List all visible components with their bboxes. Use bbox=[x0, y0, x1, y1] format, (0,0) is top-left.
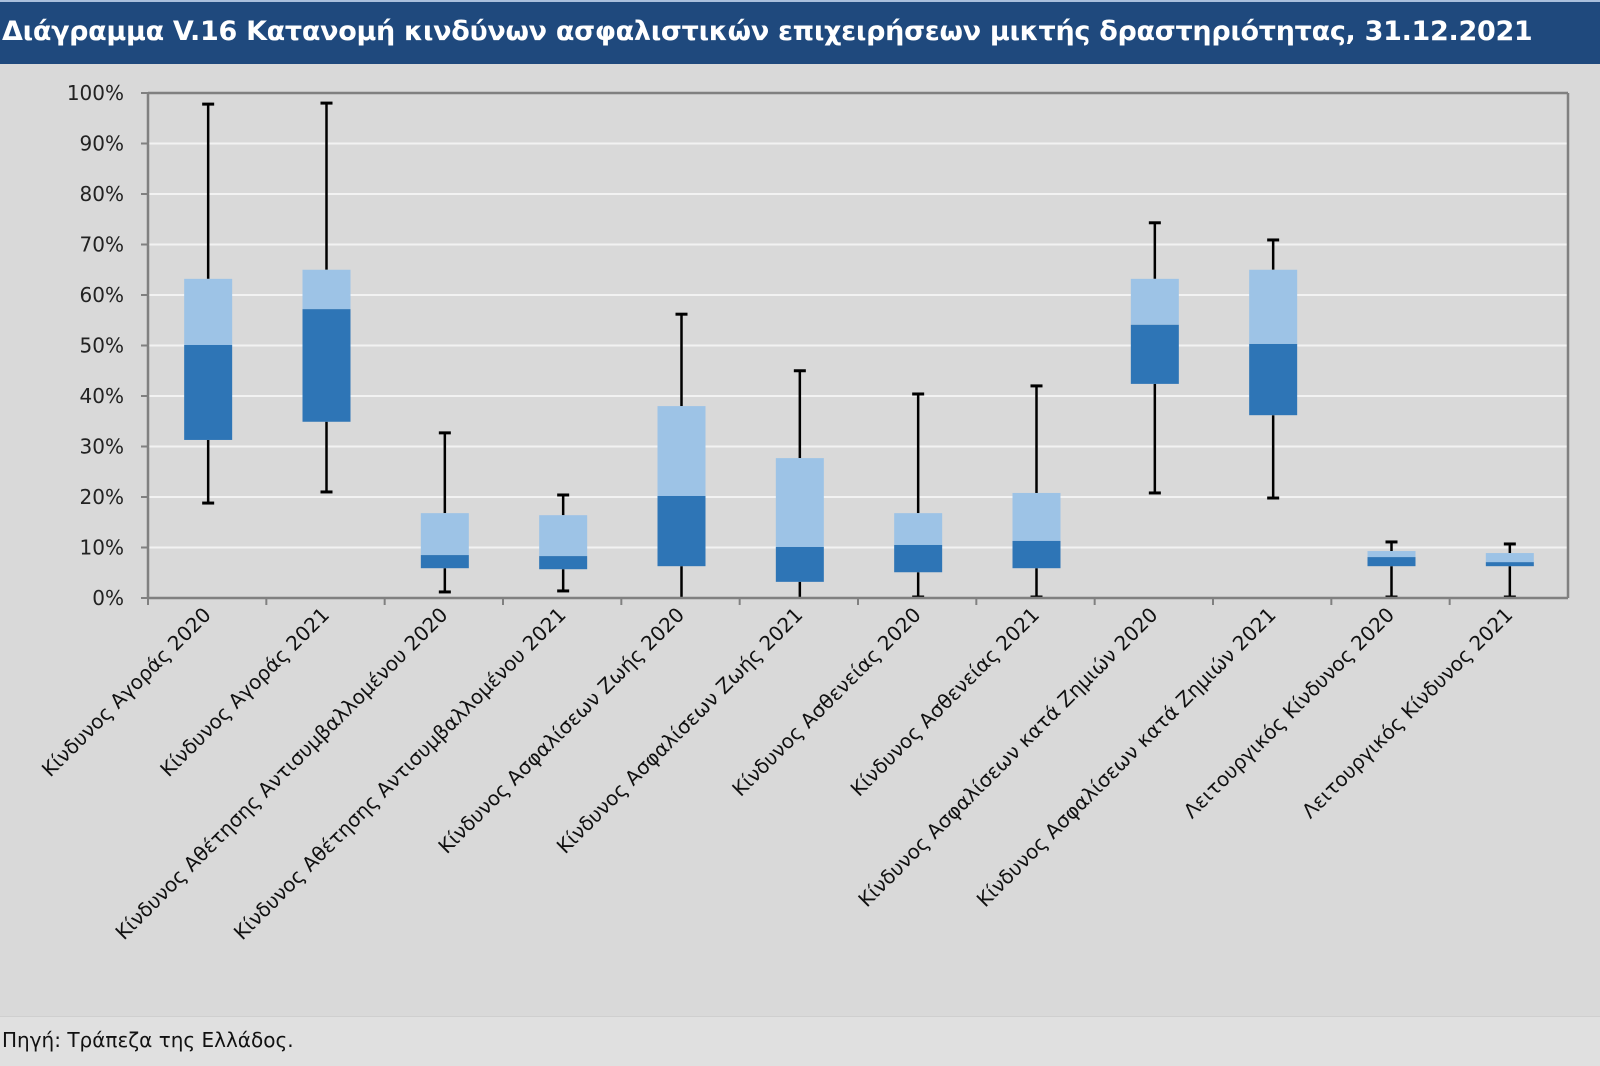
x-tick-label: Λειτουργικός Κίνδυνος 2020 bbox=[1179, 603, 1399, 823]
upper-quartile-box bbox=[1012, 492, 1061, 541]
lower-quartile-box bbox=[1367, 557, 1416, 567]
box-2 bbox=[302, 101, 351, 494]
boxplot-chart: 0% 10% 20% 30% 40% 50% 60% 70% 80% 90% 100% Κίνδυν… bbox=[37, 81, 1570, 944]
x-tick-label: Λειτουργικός Κίνδυνος 2021 bbox=[1297, 603, 1517, 823]
box-8 bbox=[1012, 384, 1061, 599]
lower-quartile-box bbox=[1249, 343, 1298, 416]
y-tick-label: 100% bbox=[67, 81, 124, 105]
x-tick-label: Κίνδυνος Ασθενείας 2021 bbox=[846, 603, 1044, 801]
y-tick-label: 30% bbox=[80, 435, 124, 459]
y-tick-label: 10% bbox=[80, 536, 124, 560]
box-series bbox=[184, 101, 1534, 599]
upper-quartile-box bbox=[1249, 269, 1298, 344]
lower-quartile-box bbox=[539, 556, 588, 570]
x-tick-label: Κίνδυνος Ασθενείας 2020 bbox=[727, 603, 925, 801]
source-note: Πηγή: Τράπεζα της Ελλάδος. bbox=[2, 1028, 294, 1052]
box-6 bbox=[775, 369, 824, 598]
chart-area: 0% 10% 20% 30% 40% 50% 60% 70% 80% 90% 100% Κίνδυν… bbox=[0, 64, 1600, 1016]
y-tick-label: 60% bbox=[80, 283, 124, 307]
lower-quartile-box bbox=[1485, 562, 1534, 567]
source-bar: Πηγή: Τράπεζα της Ελλάδος. bbox=[0, 1016, 1600, 1066]
box-5 bbox=[657, 312, 706, 598]
upper-quartile-box bbox=[775, 458, 824, 547]
box-3 bbox=[420, 431, 469, 594]
title-bar: Διάγραμμα V.16 Κατανομή κινδύνων ασφαλισ… bbox=[0, 0, 1600, 64]
upper-quartile-box bbox=[657, 406, 706, 496]
box-12 bbox=[1485, 542, 1534, 599]
y-tick-label: 40% bbox=[80, 384, 124, 408]
upper-quartile-box bbox=[894, 513, 943, 545]
upper-quartile-box bbox=[184, 278, 233, 345]
upper-quartile-box bbox=[539, 515, 588, 557]
upper-quartile-box bbox=[420, 513, 469, 556]
lower-quartile-box bbox=[420, 555, 469, 569]
y-tick-label: 20% bbox=[80, 485, 124, 509]
y-tick-label: 70% bbox=[80, 233, 124, 257]
gridlines bbox=[148, 142, 1568, 549]
box-10 bbox=[1249, 238, 1298, 500]
y-tick-label: 0% bbox=[92, 586, 124, 610]
lower-quartile-box bbox=[894, 544, 943, 573]
lower-quartile-box bbox=[657, 495, 706, 567]
x-tick-label: Κίνδυνος Ασφαλίσεων Ζωής 2020 bbox=[433, 603, 689, 859]
upper-quartile-box bbox=[302, 269, 351, 310]
upper-quartile-box bbox=[1485, 553, 1534, 563]
box-9 bbox=[1130, 221, 1179, 495]
y-tick-label: 80% bbox=[80, 182, 124, 206]
y-tick-label: 90% bbox=[80, 132, 124, 156]
box-7 bbox=[894, 392, 943, 599]
lower-quartile-box bbox=[1130, 324, 1179, 384]
upper-quartile-box bbox=[1130, 278, 1179, 325]
y-axis-ticks: 0% 10% 20% 30% 40% 50% 60% 70% 80% 90% 100% bbox=[67, 81, 148, 610]
box-1 bbox=[184, 102, 233, 505]
x-tick-label: Κίνδυνος Ασφαλίσεων Ζωής 2021 bbox=[552, 603, 808, 859]
lower-quartile-box bbox=[1012, 540, 1061, 569]
lower-quartile-box bbox=[775, 546, 824, 582]
y-tick-label: 50% bbox=[80, 334, 124, 358]
lower-quartile-box bbox=[184, 344, 233, 440]
upper-quartile-box bbox=[1367, 551, 1416, 558]
box-4 bbox=[539, 493, 588, 593]
lower-quartile-box bbox=[302, 309, 351, 422]
chart-title: Διάγραμμα V.16 Κατανομή κινδύνων ασφαλισ… bbox=[2, 16, 1533, 47]
box-11 bbox=[1367, 540, 1416, 599]
